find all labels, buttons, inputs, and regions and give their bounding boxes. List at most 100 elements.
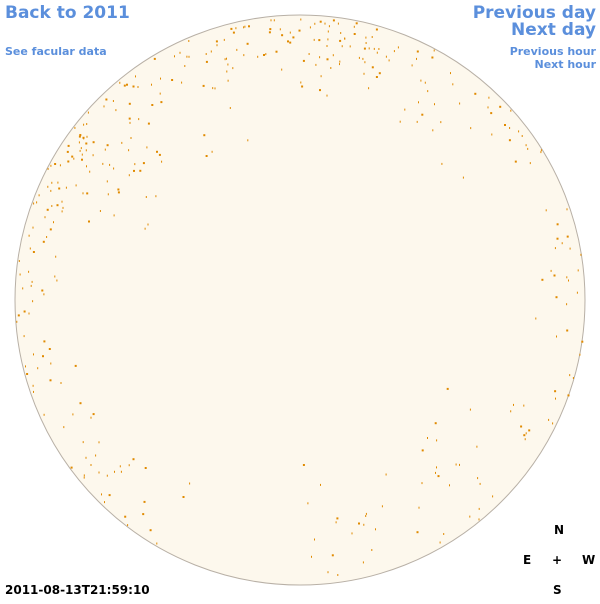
facula-speck <box>127 524 129 527</box>
facula-speck <box>332 54 334 57</box>
facula-speck <box>210 50 212 53</box>
facula-speck <box>340 32 342 34</box>
facula-speck <box>23 335 25 338</box>
facula-speck <box>309 26 311 29</box>
facula-speck <box>455 463 457 466</box>
facula-speck <box>339 63 340 66</box>
facula-speck <box>82 192 84 195</box>
facula-speck <box>275 50 278 53</box>
facula-speck <box>247 139 249 142</box>
facula-speck <box>301 85 304 88</box>
facula-speck <box>48 348 51 350</box>
facula-speck <box>302 464 305 466</box>
facula-speck <box>205 60 208 63</box>
facula-speck <box>33 390 34 393</box>
facula-speck <box>113 214 115 217</box>
facula-speck <box>375 528 376 531</box>
facula-speck <box>79 149 81 152</box>
facula-speck <box>159 92 161 95</box>
facula-speck <box>32 251 35 253</box>
facula-speck <box>128 174 130 177</box>
facula-speck <box>269 28 272 31</box>
facula-speck <box>51 181 53 184</box>
facula-speck <box>229 107 231 109</box>
facula-speck <box>313 38 315 41</box>
facula-speck <box>572 377 574 379</box>
facula-speck <box>29 247 31 250</box>
previous-day-link[interactable]: Previous day <box>472 3 596 23</box>
facula-speck <box>78 141 80 144</box>
facula-speck <box>43 340 46 343</box>
facula-speck <box>30 284 32 287</box>
facula-speck <box>375 76 378 78</box>
facula-speck <box>479 482 481 485</box>
facula-speck <box>524 438 526 441</box>
facula-speck <box>119 465 121 468</box>
facula-speck <box>43 413 45 416</box>
facula-speck <box>566 303 568 306</box>
compass-center: + <box>552 553 563 567</box>
facula-speck <box>226 57 227 60</box>
see-facular-data-link[interactable]: See facular data <box>5 45 107 58</box>
facula-speck <box>151 83 152 86</box>
facula-speck <box>449 484 450 487</box>
facula-speck <box>70 466 73 469</box>
facula-speck <box>63 426 65 429</box>
facula-speck <box>545 209 547 212</box>
facula-speck <box>491 133 493 136</box>
next-day-link[interactable]: Next day <box>511 20 596 40</box>
facula-speck <box>577 269 579 272</box>
facula-speck <box>32 300 34 303</box>
facula-speck <box>38 194 40 197</box>
facula-speck <box>81 153 83 156</box>
facula-speck <box>320 483 321 486</box>
facula-speck <box>308 53 310 55</box>
facula-speck <box>421 449 424 452</box>
facula-speck <box>339 39 342 42</box>
facula-speck <box>576 291 578 294</box>
facula-speck <box>273 19 275 22</box>
facula-speck <box>80 147 82 150</box>
facula-speck <box>137 86 139 88</box>
facula-speck <box>161 160 163 163</box>
facula-speck <box>529 162 531 165</box>
facula-speck <box>504 124 506 126</box>
facula-speck <box>436 439 438 442</box>
facula-speck <box>98 441 100 444</box>
facula-speck <box>51 205 53 207</box>
facula-speck <box>568 279 569 282</box>
facula-speck <box>427 437 428 439</box>
facula-speck <box>83 474 85 477</box>
facula-speck <box>420 79 422 82</box>
previous-hour-link[interactable]: Previous hour <box>509 45 596 58</box>
facula-speck <box>265 53 267 56</box>
facula-speck <box>74 126 76 129</box>
facula-speck <box>126 83 128 86</box>
facula-speck <box>416 531 419 534</box>
compass-south: S <box>553 583 562 597</box>
facula-speck <box>561 242 563 245</box>
facula-speck <box>540 151 542 154</box>
facula-speck <box>32 226 34 229</box>
next-hour-link[interactable]: Next hour <box>534 58 597 71</box>
facula-speck <box>58 187 61 190</box>
facula-speck <box>90 416 92 419</box>
facula-speck <box>459 102 461 105</box>
facula-speck <box>364 61 366 64</box>
facula-speck <box>86 165 87 168</box>
facula-speck <box>139 169 142 172</box>
facula-speck <box>279 28 281 31</box>
facula-speck <box>156 150 158 153</box>
facula-speck <box>107 193 109 196</box>
facula-speck <box>186 55 188 58</box>
facula-speck <box>470 127 472 130</box>
back-to-year-link[interactable]: Back to 2011 <box>5 3 130 23</box>
facula-speck <box>156 542 158 545</box>
facula-speck <box>362 57 364 60</box>
facula-speck <box>89 170 91 173</box>
facula-speck <box>492 495 494 498</box>
facula-speck <box>230 27 233 30</box>
facula-speck <box>124 515 127 518</box>
facula-speck <box>86 123 88 125</box>
facula-speck <box>566 276 568 279</box>
